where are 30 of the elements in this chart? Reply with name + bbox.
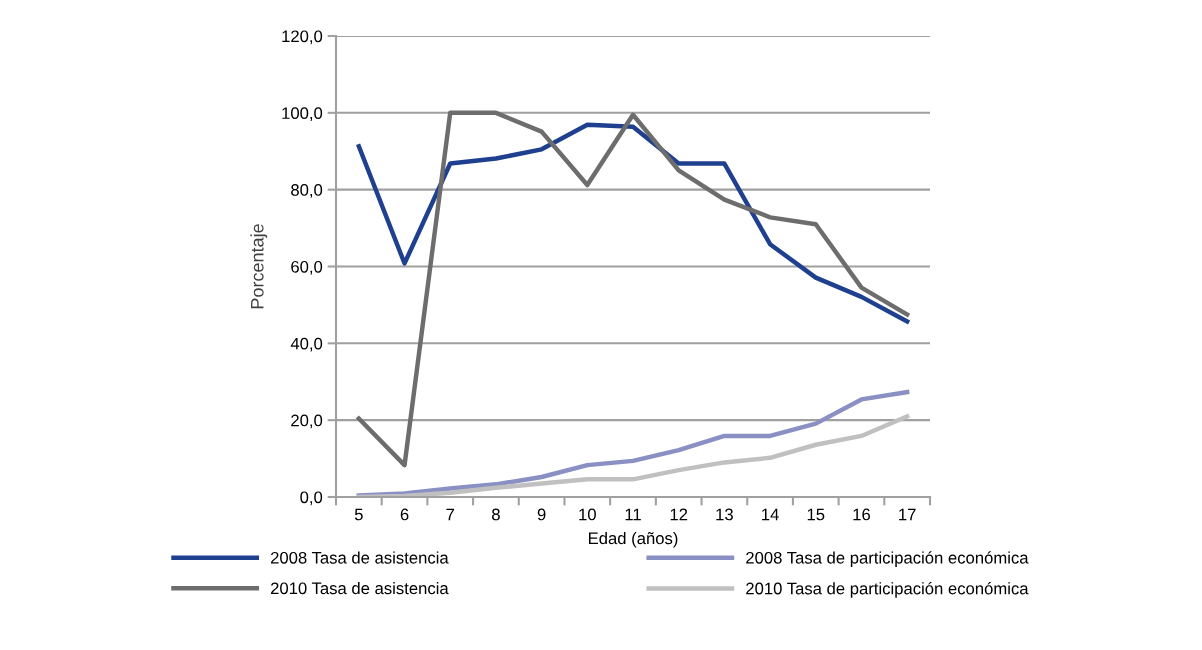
- line-series: [356, 110, 910, 468]
- legend-label: 2010 Tasa de participación económica: [746, 581, 1029, 598]
- x-tick-label: 12: [670, 508, 688, 521]
- y-tick-label: 40,0: [290, 337, 323, 352]
- y-tick-label: 100,0: [282, 107, 323, 122]
- x-axis-title: Edad (años): [588, 531, 678, 548]
- x-tick-label: 9: [537, 508, 546, 521]
- x-tick-label: 10: [579, 508, 596, 521]
- x-tick-label: 14: [762, 508, 779, 521]
- x-tick-label: 16: [853, 508, 870, 521]
- x-tick-label: 6: [400, 508, 409, 521]
- line-series: [356, 414, 910, 497]
- x-tick-label: 15: [807, 508, 825, 521]
- x-tick-label: 7: [446, 508, 455, 521]
- x-tick-label: 11: [625, 508, 641, 521]
- y-tick-label: 120,0: [282, 30, 323, 45]
- y-tick-label: 0,0: [300, 491, 323, 506]
- legend-label: 2010 Tasa de asistencia: [270, 581, 449, 595]
- y-tick-label: 80,0: [291, 184, 323, 198]
- x-tick-label: 13: [716, 508, 733, 521]
- legend-label: 2008 Tasa de asistencia: [270, 551, 449, 564]
- line-series: [356, 389, 910, 497]
- x-tick-label: 5: [354, 508, 363, 521]
- legend-label: 2008 Tasa de participación económica: [746, 551, 1029, 567]
- line-series: [356, 122, 910, 324]
- y-tick-label: 20,0: [291, 414, 323, 429]
- x-tick-label: 17: [899, 508, 916, 521]
- x-tick-label: 8: [492, 508, 500, 521]
- y-tick-label: 60,0: [291, 260, 323, 275]
- y-axis-title: Porcentaje: [250, 224, 268, 309]
